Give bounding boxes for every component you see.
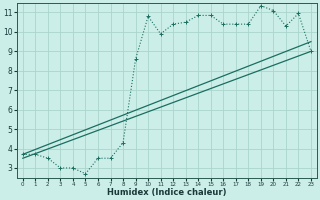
X-axis label: Humidex (Indice chaleur): Humidex (Indice chaleur) bbox=[107, 188, 227, 197]
